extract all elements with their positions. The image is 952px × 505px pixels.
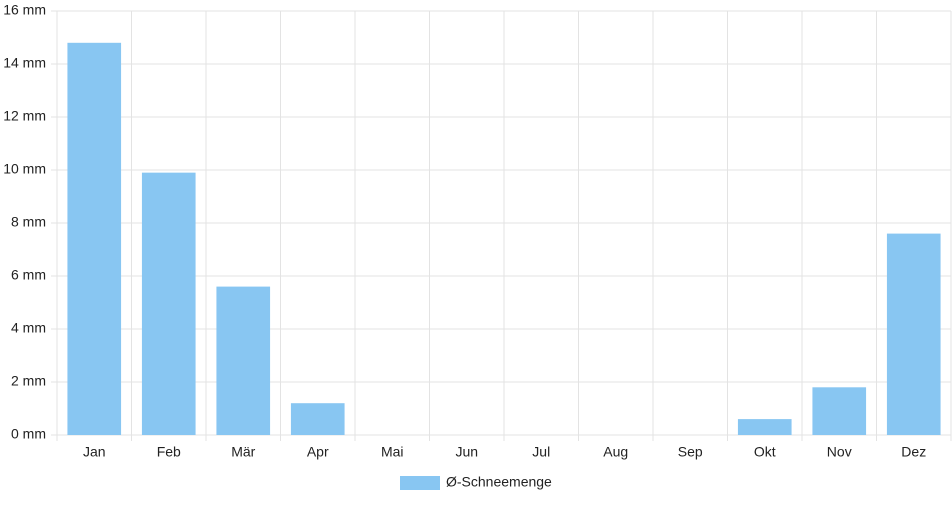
y-tick-label: 12 mm	[3, 108, 46, 124]
bar	[886, 233, 941, 435]
x-tick-label: Sep	[678, 444, 703, 460]
x-tick-label: Jan	[83, 444, 106, 460]
x-tick-label: Nov	[827, 444, 852, 460]
x-tick-label: Jul	[532, 444, 550, 460]
bar	[216, 286, 271, 435]
x-tick-label: Mär	[231, 444, 255, 460]
y-tick-label: 2 mm	[11, 373, 46, 389]
y-tick-label: 16 mm	[3, 2, 46, 18]
y-tick-label: 8 mm	[11, 214, 46, 230]
y-tick-label: 14 mm	[3, 55, 46, 71]
x-tick-label: Feb	[157, 444, 181, 460]
y-tick-label: 0 mm	[11, 426, 46, 442]
y-tick-label: 6 mm	[11, 267, 46, 283]
bar	[67, 42, 122, 436]
bar	[290, 403, 345, 435]
y-tick-label: 10 mm	[3, 161, 46, 177]
legend-swatch	[400, 476, 440, 490]
x-tick-label: Okt	[754, 444, 776, 460]
x-tick-label: Apr	[307, 444, 329, 460]
x-tick-label: Mai	[381, 444, 404, 460]
x-tick-label: Jun	[455, 444, 478, 460]
x-tick-label: Aug	[603, 444, 628, 460]
bar	[141, 172, 196, 435]
bar	[737, 419, 792, 435]
y-tick-label: 4 mm	[11, 320, 46, 336]
x-tick-label: Dez	[901, 444, 926, 460]
legend-label: Ø-Schneemenge	[446, 474, 552, 490]
bar	[812, 387, 867, 435]
